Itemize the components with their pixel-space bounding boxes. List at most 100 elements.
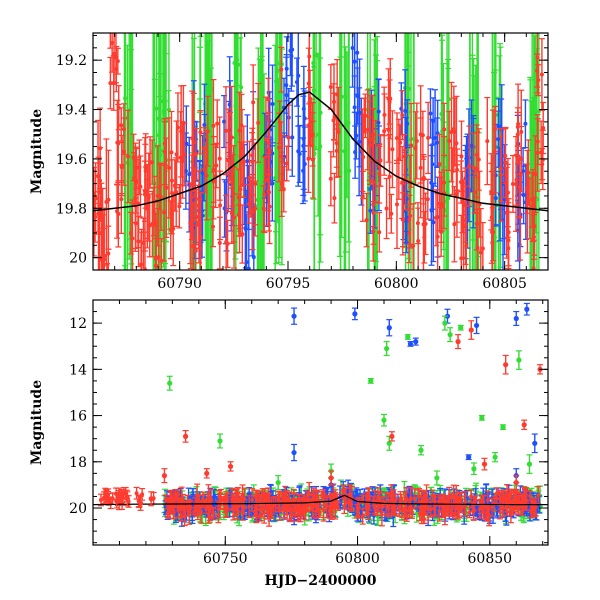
data-point-cluster-12 xyxy=(213,142,220,189)
baseline-point xyxy=(206,499,213,518)
data-point-cluster-24 xyxy=(413,102,420,180)
outlier-point xyxy=(526,454,533,474)
data-point-cluster-19 xyxy=(331,92,338,141)
outlier-point xyxy=(182,429,189,443)
outlier-point xyxy=(113,493,120,509)
baseline-point xyxy=(246,495,253,519)
data-point-cluster-5 xyxy=(233,33,238,270)
data-point-cluster-8 xyxy=(310,33,317,200)
data-point-cluster-25 xyxy=(425,101,432,175)
data-point-cluster-19 xyxy=(331,172,338,224)
data-point-cluster-25 xyxy=(424,178,431,220)
data-point-cluster-20 xyxy=(361,97,368,134)
data-point-cluster-10 xyxy=(429,118,436,210)
data-point-cluster-27 xyxy=(448,81,455,183)
top-panel: 60790 60795 60800 60805 19.2 19.4 19.6 19.8 20 Ma… xyxy=(29,32,549,292)
outlier-point xyxy=(407,341,414,347)
outlier-point xyxy=(470,462,477,476)
baseline-point xyxy=(268,496,275,520)
data-point-cluster-30 xyxy=(491,110,498,194)
data-point-cluster-18 xyxy=(309,112,316,160)
data-point-cluster-6 xyxy=(295,115,302,187)
baseline-point xyxy=(440,498,447,518)
baseline-point xyxy=(363,492,370,509)
outlier-point xyxy=(523,302,530,316)
data-point-cluster-17 xyxy=(280,166,287,213)
x-tick-label: 60800 xyxy=(374,276,419,292)
baseline-point xyxy=(499,496,506,518)
data-point-cluster-3 xyxy=(120,103,127,155)
data-point-cluster-7 xyxy=(354,67,361,125)
data-point-cluster-10 xyxy=(192,127,199,181)
data-point-cluster-9 xyxy=(181,122,188,187)
y-tick-label: 19.2 xyxy=(56,53,87,69)
data-point-cluster-3 xyxy=(118,164,125,234)
outlier-point xyxy=(351,307,358,321)
baseline-point xyxy=(312,494,319,520)
data-point-cluster-18 xyxy=(305,47,312,120)
data-point-cluster-10 xyxy=(189,90,196,187)
x-tick-label: 60800 xyxy=(335,551,380,567)
data-point-cluster-8 xyxy=(375,78,382,145)
data-point-cluster-33 xyxy=(531,196,538,256)
data-point-cluster-26 xyxy=(433,189,440,247)
outlier-point xyxy=(513,475,520,491)
baseline-point xyxy=(392,493,399,508)
data-point-cluster-29 xyxy=(477,207,484,270)
data-point-cluster-34 xyxy=(540,101,547,155)
outlier-point xyxy=(137,495,144,511)
data-point-cluster-1 xyxy=(100,214,107,270)
data-point-cluster-26 xyxy=(438,176,445,232)
data-point-cluster-12 xyxy=(209,206,216,248)
data-point-cluster-3 xyxy=(114,99,121,186)
data-point-cluster-31 xyxy=(497,135,504,202)
x-tick-label: 60850 xyxy=(468,551,513,567)
data-point-cluster-22 xyxy=(383,177,390,240)
outlier-point xyxy=(468,320,475,340)
plot-frame xyxy=(92,299,549,546)
data-point-cluster-29 xyxy=(475,128,482,191)
outlier-point xyxy=(455,334,462,350)
model-curve xyxy=(93,494,548,506)
y-tick-label: 19.4 xyxy=(56,103,87,119)
model-curve xyxy=(93,91,548,212)
outlier-point xyxy=(515,350,522,370)
data-point-cluster-9 xyxy=(171,159,178,212)
data-point-cluster-15 xyxy=(255,82,262,163)
data-point-cluster-11 xyxy=(195,184,202,227)
outlier-point xyxy=(103,488,110,504)
data-point-cluster-6 xyxy=(147,136,154,189)
plot-area xyxy=(93,33,548,270)
data-point-cluster-6 xyxy=(300,137,307,205)
baseline-point xyxy=(496,489,503,500)
data-point-cluster-7 xyxy=(156,163,163,211)
data-point-cluster-6 xyxy=(295,33,302,127)
data-point-cluster-13 xyxy=(224,219,231,268)
outlier-point xyxy=(216,433,223,449)
data-point-cluster-5 xyxy=(137,155,144,218)
data-point-cluster-24 xyxy=(410,203,417,270)
data-point-cluster-7 xyxy=(274,33,281,223)
plot-frame xyxy=(92,32,549,271)
data-point-cluster-27 xyxy=(449,147,456,196)
outlier-point xyxy=(404,334,411,340)
data-point-cluster-4 xyxy=(130,133,137,182)
baseline-point xyxy=(320,492,327,507)
data-point-cluster-3 xyxy=(115,180,122,248)
data-point-cluster-21 xyxy=(370,182,377,228)
baseline-point xyxy=(229,488,236,511)
baseline-point xyxy=(173,491,180,502)
data-point-cluster-18 xyxy=(305,124,312,193)
baseline-point xyxy=(341,497,348,515)
data-point-cluster-10 xyxy=(190,201,197,270)
data-point-cluster-14 xyxy=(240,125,247,198)
baseline-point xyxy=(221,497,228,514)
data-point-cluster-7 xyxy=(155,207,162,270)
baseline-point xyxy=(399,504,406,518)
data-point-cluster-8 xyxy=(317,33,322,270)
baseline-point xyxy=(483,504,490,521)
data-point-cluster-3 xyxy=(242,177,249,270)
data-point-cluster-22 xyxy=(387,58,394,140)
data-point-cluster-12 xyxy=(214,99,221,148)
